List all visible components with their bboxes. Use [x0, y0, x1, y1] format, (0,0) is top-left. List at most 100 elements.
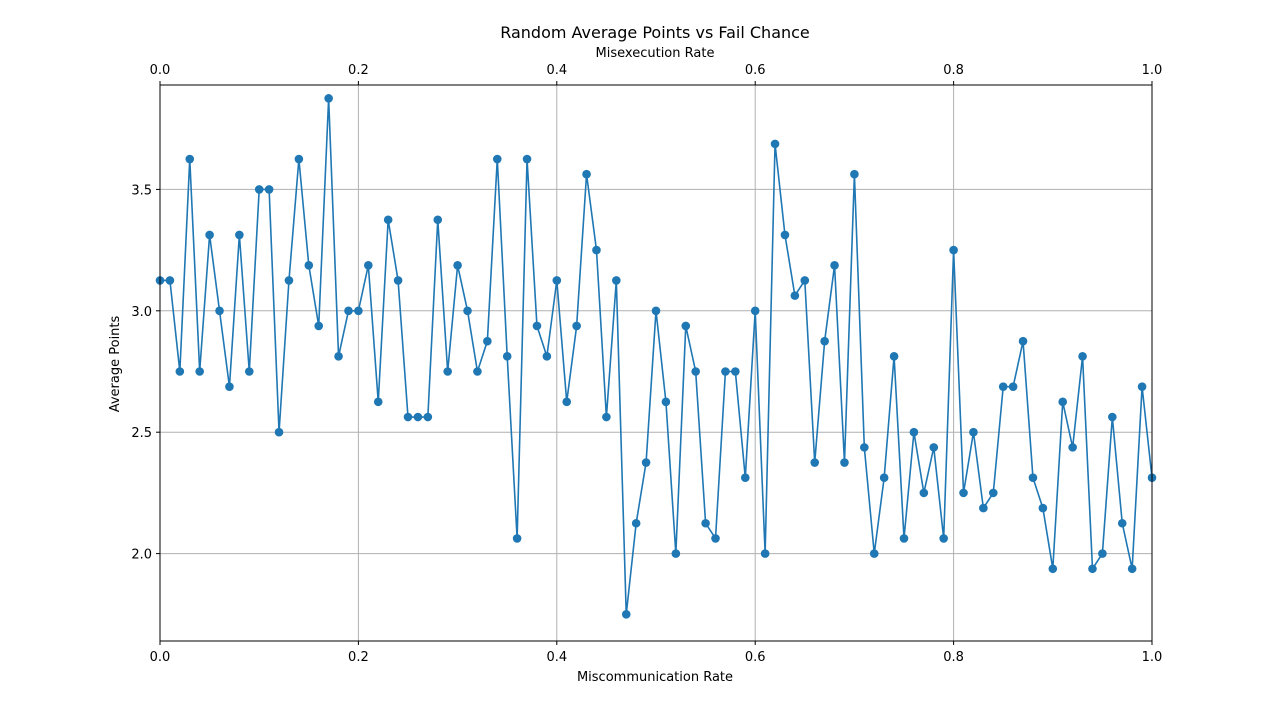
x-tick-label: 0.0 [150, 650, 171, 665]
data-point [294, 154, 304, 164]
data-point [869, 549, 879, 558]
data-point [235, 230, 244, 240]
y-tick-label: 2.5 [131, 426, 152, 441]
data-point [691, 367, 700, 376]
y-axis-label: Average Points [108, 315, 123, 412]
data-point [820, 336, 829, 346]
data-point [502, 352, 512, 361]
x2-tick-label: 0.2 [348, 63, 369, 78]
plot-frame [159, 84, 1153, 642]
x2-tick-label: 0.8 [943, 63, 964, 78]
data-point [463, 306, 472, 316]
chart-title: Random Average Points vs Fail Chance [500, 23, 810, 42]
data-point [324, 94, 333, 103]
data-point [621, 609, 631, 619]
data-point [1068, 443, 1077, 452]
data-point [393, 276, 403, 285]
data-point [165, 276, 175, 285]
data-point [681, 321, 691, 331]
data-point [1078, 352, 1087, 361]
data-point [254, 185, 264, 194]
data-point [909, 427, 919, 437]
data-point [760, 549, 770, 558]
data-point [929, 443, 939, 452]
series-line [160, 97, 1153, 616]
data-point [840, 458, 849, 467]
data-point [205, 230, 214, 240]
data-point [899, 534, 909, 543]
data-point [552, 276, 562, 285]
data-point [780, 230, 790, 240]
top-axis-label: Misexecution Rate [596, 46, 715, 61]
data-point [701, 518, 710, 528]
data-point [1018, 336, 1028, 346]
data-point [770, 139, 780, 149]
grid-lines [159, 85, 1153, 641]
x-tick-label: 0.6 [745, 650, 766, 665]
data-point [334, 352, 343, 361]
series-layer [155, 94, 1157, 619]
x-tick-label: 1.0 [1142, 650, 1163, 665]
data-point [264, 185, 274, 194]
y-tick-label: 3.5 [131, 183, 152, 198]
x2-tick-label: 0.6 [745, 63, 766, 78]
data-point [522, 154, 532, 164]
data-point [423, 412, 433, 422]
data-point [790, 291, 800, 300]
data-point [304, 260, 314, 270]
x2-tick-label: 0.0 [150, 63, 171, 78]
data-point [721, 367, 730, 376]
data-point [274, 427, 284, 437]
data-point [750, 306, 760, 316]
data-point [661, 397, 671, 407]
data-point [532, 321, 542, 331]
data-point [860, 443, 869, 452]
y-tick-label: 3.0 [131, 305, 152, 320]
y-tick-label: 2.0 [131, 548, 152, 563]
x2-tick-label: 1.0 [1142, 63, 1163, 78]
data-point [592, 245, 601, 255]
data-point [879, 473, 889, 483]
data-point [562, 397, 572, 407]
data-point [284, 276, 294, 285]
data-point [651, 306, 661, 316]
data-point [1028, 473, 1038, 483]
data-point [1137, 382, 1147, 391]
data-point [1058, 397, 1068, 407]
data-point [998, 382, 1008, 391]
data-point [1127, 564, 1137, 574]
data-point [492, 154, 502, 164]
data-point [373, 397, 383, 407]
data-point [988, 488, 998, 498]
x-tick-label: 0.4 [546, 650, 567, 665]
data-point [383, 215, 393, 225]
data-point [939, 534, 948, 543]
data-point [731, 367, 740, 376]
data-point [800, 276, 810, 285]
data-point [244, 367, 254, 376]
data-point [572, 321, 581, 331]
data-point [602, 412, 611, 422]
bottom-axis-label: Miscommunication Rate [577, 670, 733, 685]
data-point [354, 306, 363, 316]
data-point [631, 518, 641, 528]
data-point [413, 412, 423, 422]
data-point [483, 336, 492, 346]
data-point [512, 534, 522, 543]
data-point [542, 352, 552, 361]
data-point [453, 260, 462, 270]
data-point [1038, 503, 1048, 513]
data-point [433, 215, 443, 225]
data-point [612, 276, 621, 285]
data-point [969, 427, 978, 437]
data-point [979, 503, 988, 513]
axis-ticks: 0.0 0.2 0.4 0.6 0.8 1.0 0.0 0.2 0.4 0.6 0.8 1.0 2.0 2… [131, 63, 1162, 665]
data-point [175, 367, 185, 376]
data-point [850, 169, 859, 179]
data-point [195, 367, 204, 376]
data-point [641, 458, 651, 467]
data-point [711, 534, 720, 543]
data-point [1048, 564, 1058, 574]
data-point [314, 321, 324, 331]
